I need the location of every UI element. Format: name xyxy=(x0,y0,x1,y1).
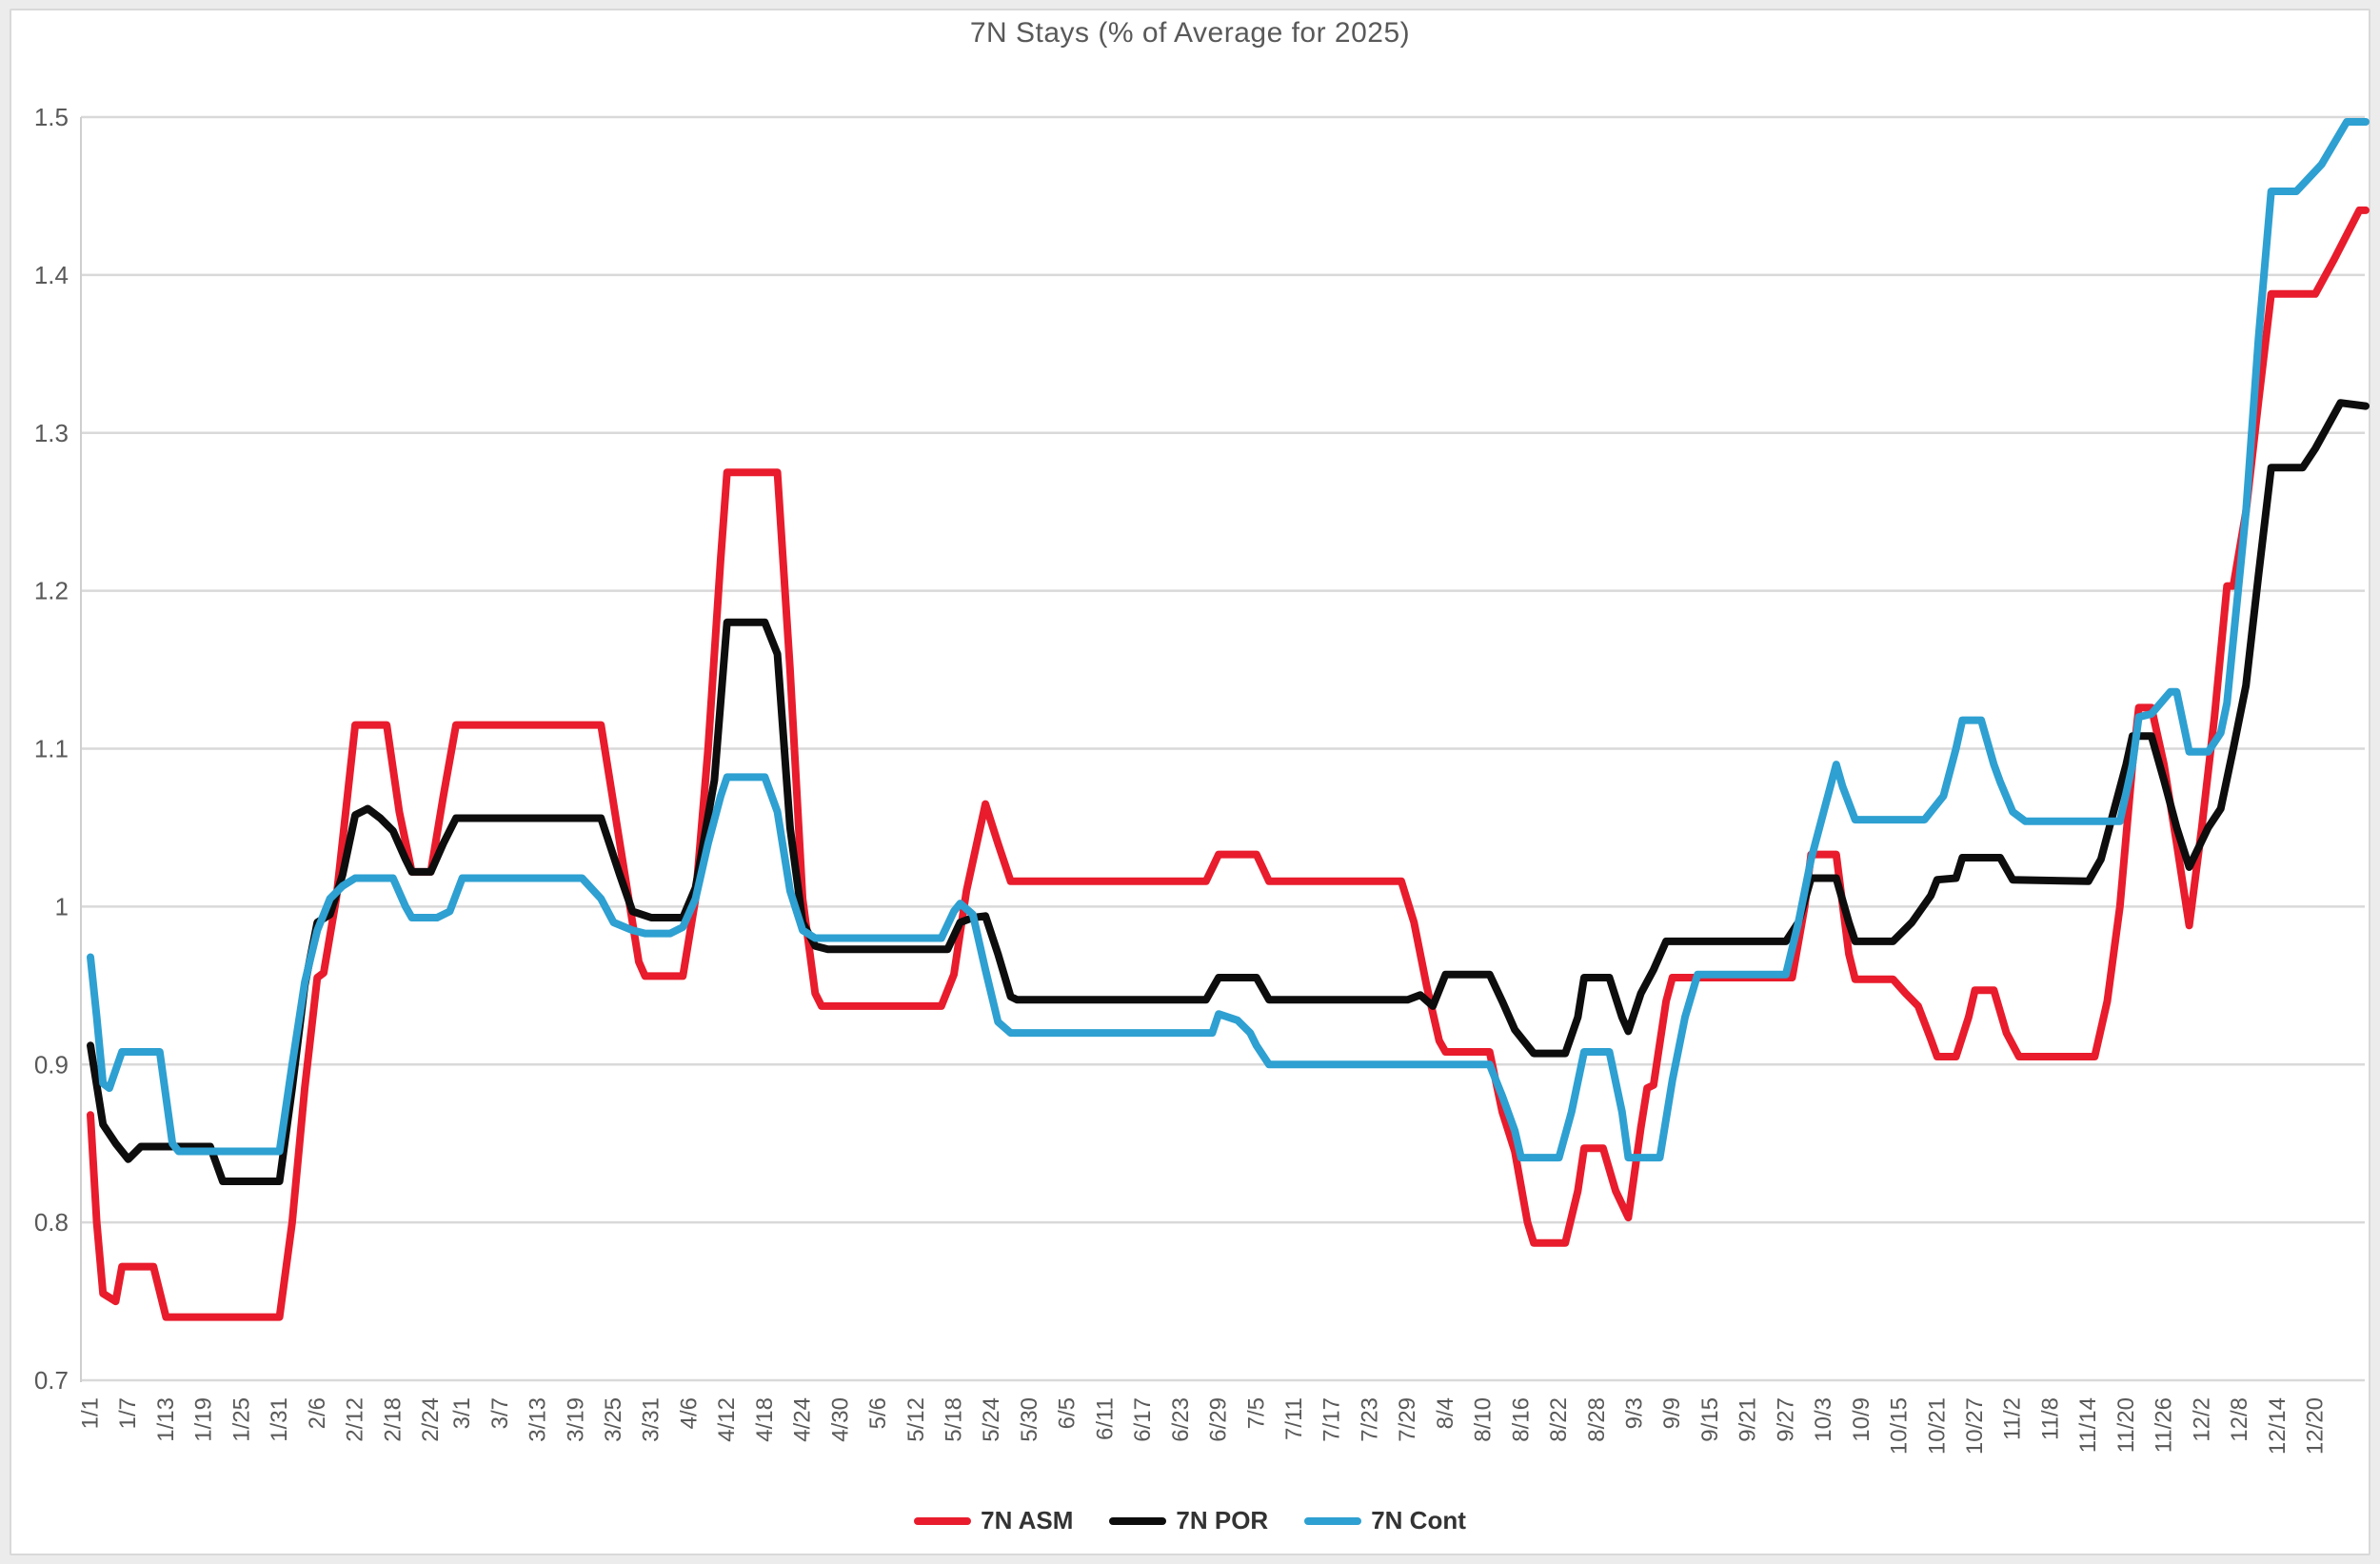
svg-text:4/18: 4/18 xyxy=(752,1397,778,1442)
chart-title[interactable]: 7N Stays (% of Average for 2025) xyxy=(969,17,1411,49)
legend-line-sample-asm xyxy=(914,1516,972,1525)
svg-text:6/5: 6/5 xyxy=(1055,1397,1081,1429)
svg-text:6/29: 6/29 xyxy=(1206,1397,1232,1442)
chart-panel xyxy=(10,9,2370,1555)
legend-label-por: 7N POR xyxy=(1176,1506,1269,1534)
legend-item-cont[interactable]: 7N Cont xyxy=(1304,1506,1466,1535)
svg-text:1/13: 1/13 xyxy=(153,1397,179,1442)
svg-text:1.5: 1.5 xyxy=(34,103,69,131)
svg-text:5/12: 5/12 xyxy=(903,1397,929,1442)
svg-text:10/27: 10/27 xyxy=(1962,1397,1988,1455)
svg-text:10/9: 10/9 xyxy=(1849,1397,1874,1442)
svg-text:5/18: 5/18 xyxy=(941,1397,966,1442)
svg-text:3/25: 3/25 xyxy=(601,1397,626,1442)
svg-text:5/24: 5/24 xyxy=(979,1397,1004,1442)
svg-text:1.4: 1.4 xyxy=(34,261,69,289)
svg-text:8/10: 8/10 xyxy=(1471,1397,1497,1442)
svg-text:8/16: 8/16 xyxy=(1508,1397,1534,1442)
svg-text:8/22: 8/22 xyxy=(1546,1397,1572,1442)
svg-text:12/20: 12/20 xyxy=(2303,1397,2329,1455)
svg-text:7/11: 7/11 xyxy=(1281,1397,1307,1440)
svg-text:1/19: 1/19 xyxy=(191,1397,217,1442)
svg-text:7/23: 7/23 xyxy=(1357,1397,1382,1442)
svg-text:11/2: 11/2 xyxy=(2000,1397,2026,1440)
svg-text:11/20: 11/20 xyxy=(2113,1397,2139,1453)
svg-text:7/29: 7/29 xyxy=(1395,1397,1420,1442)
svg-text:4/30: 4/30 xyxy=(827,1397,853,1442)
svg-text:8/28: 8/28 xyxy=(1584,1397,1610,1442)
svg-text:0.7: 0.7 xyxy=(34,1366,69,1395)
legend-line-sample-cont xyxy=(1304,1516,1362,1525)
svg-text:9/27: 9/27 xyxy=(1773,1397,1798,1442)
svg-text:11/26: 11/26 xyxy=(2152,1397,2177,1453)
svg-text:1.3: 1.3 xyxy=(34,419,69,447)
svg-text:3/1: 3/1 xyxy=(449,1397,475,1429)
svg-text:6/17: 6/17 xyxy=(1130,1397,1156,1442)
svg-text:9/9: 9/9 xyxy=(1659,1397,1685,1429)
svg-text:6/11: 6/11 xyxy=(1092,1397,1118,1440)
svg-text:1.1: 1.1 xyxy=(34,735,69,763)
svg-text:10/15: 10/15 xyxy=(1887,1397,1913,1455)
svg-text:12/14: 12/14 xyxy=(2265,1397,2291,1455)
svg-text:12/8: 12/8 xyxy=(2227,1397,2252,1442)
svg-text:2/6: 2/6 xyxy=(305,1397,330,1429)
svg-text:9/3: 9/3 xyxy=(1621,1397,1647,1429)
svg-text:2/18: 2/18 xyxy=(380,1397,406,1442)
legend-label-asm: 7N ASM xyxy=(981,1506,1074,1534)
svg-text:9/21: 9/21 xyxy=(1735,1397,1761,1442)
svg-text:2/12: 2/12 xyxy=(343,1397,368,1442)
svg-text:3/7: 3/7 xyxy=(487,1397,513,1429)
svg-text:5/6: 5/6 xyxy=(865,1397,891,1429)
svg-text:1: 1 xyxy=(55,892,69,921)
svg-text:7/5: 7/5 xyxy=(1243,1397,1269,1429)
svg-text:1/31: 1/31 xyxy=(267,1397,292,1442)
svg-text:4/12: 4/12 xyxy=(714,1397,740,1442)
svg-text:10/3: 10/3 xyxy=(1811,1397,1836,1442)
svg-text:4/24: 4/24 xyxy=(790,1397,816,1442)
svg-text:12/2: 12/2 xyxy=(2189,1397,2214,1442)
svg-text:1/25: 1/25 xyxy=(228,1397,254,1442)
legend-item-asm[interactable]: 7N ASM xyxy=(914,1506,1073,1535)
svg-text:2/24: 2/24 xyxy=(418,1397,444,1442)
svg-text:1/1: 1/1 xyxy=(78,1397,104,1429)
svg-text:9/15: 9/15 xyxy=(1697,1397,1723,1442)
svg-text:1/7: 1/7 xyxy=(115,1397,141,1429)
legend-item-por[interactable]: 7N POR xyxy=(1109,1506,1268,1535)
svg-text:5/30: 5/30 xyxy=(1017,1397,1042,1442)
legend: 7N ASM 7N POR 7N Cont xyxy=(0,1506,2380,1535)
svg-text:11/14: 11/14 xyxy=(2075,1397,2101,1453)
legend-label-cont: 7N Cont xyxy=(1371,1506,1466,1534)
svg-text:7/17: 7/17 xyxy=(1319,1397,1345,1442)
svg-text:3/31: 3/31 xyxy=(639,1397,664,1442)
svg-text:4/6: 4/6 xyxy=(676,1397,702,1429)
svg-text:1.2: 1.2 xyxy=(34,577,69,605)
svg-text:3/13: 3/13 xyxy=(526,1397,551,1442)
svg-text:8/4: 8/4 xyxy=(1433,1397,1458,1429)
svg-text:3/19: 3/19 xyxy=(563,1397,588,1442)
svg-text:0.9: 0.9 xyxy=(34,1050,69,1079)
svg-text:0.8: 0.8 xyxy=(34,1208,69,1237)
legend-line-sample-por xyxy=(1109,1516,1167,1525)
svg-text:11/8: 11/8 xyxy=(2037,1397,2063,1440)
svg-text:10/21: 10/21 xyxy=(1924,1397,1950,1455)
svg-text:6/23: 6/23 xyxy=(1168,1397,1194,1442)
